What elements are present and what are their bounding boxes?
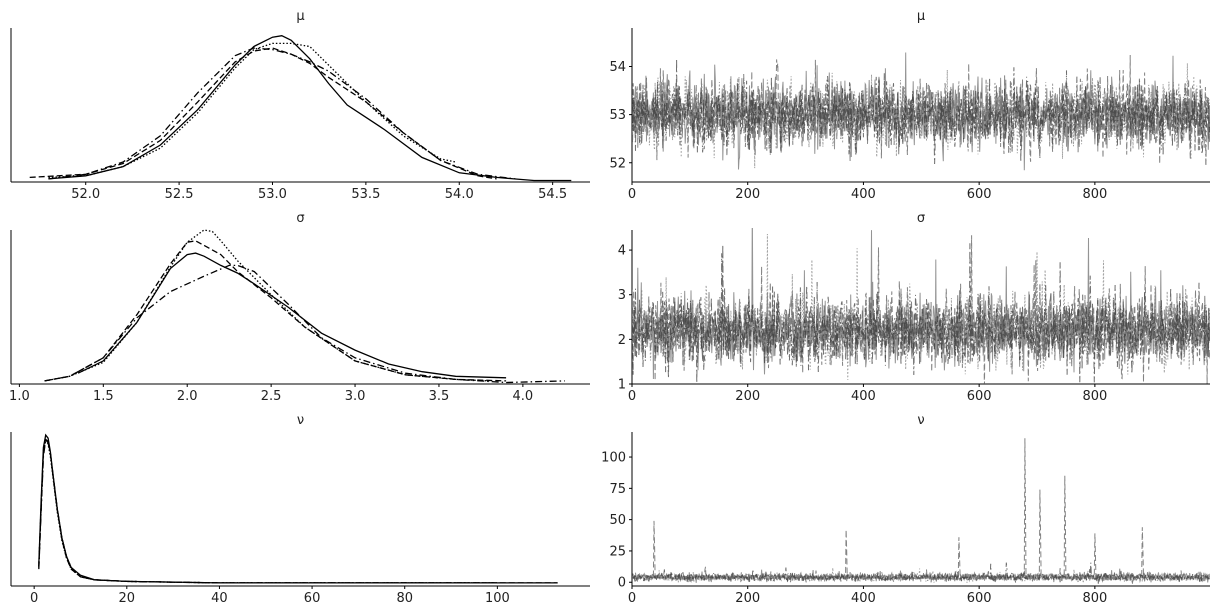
trace-line-chain-3 [632,562,1210,584]
x-tick-label: 0 [628,389,636,404]
x-tick-label: 400 [851,187,876,202]
y-tick-label: 1 [618,378,626,393]
x-tick-label: 600 [967,187,992,202]
y-tick-label: 53 [609,108,626,123]
x-tick-label: 3.0 [345,389,366,404]
x-tick-label: 4.0 [513,389,534,404]
trace-line-chain-2 [632,567,1210,584]
x-tick-label: 200 [735,591,760,606]
x-tick-label: 54.0 [445,187,474,202]
y-tick-label: 50 [609,513,626,528]
density-line-chain-0 [77,252,507,379]
panel-title: μ [917,9,925,24]
x-tick-label: 200 [735,187,760,202]
y-tick-label: 0 [618,576,626,591]
x-tick-label: 54.5 [538,187,567,202]
density-line-chain-3 [38,438,498,584]
density-line-chain-1 [44,240,507,382]
x-tick-label: 60 [304,591,321,606]
x-tick-label: 600 [967,591,992,606]
density-line-chain-2 [44,229,490,382]
trace-line-chain-2 [632,233,1210,380]
x-tick-label: 200 [735,389,760,404]
x-tick-label: 52.0 [71,187,100,202]
y-tick-label: 4 [618,244,626,259]
x-tick-label: 40 [211,591,228,606]
y-tick-label: 100 [601,451,626,466]
x-tick-label: 53.0 [258,187,287,202]
x-tick-label: 600 [967,389,992,404]
x-tick-label: 3.5 [429,389,450,404]
y-tick-label: 3 [618,288,626,303]
x-tick-label: 800 [1082,389,1107,404]
panel-title: σ [296,211,304,226]
x-tick-label: 400 [851,389,876,404]
x-tick-label: 100 [485,591,510,606]
x-tick-label: 20 [119,591,136,606]
panel-density-2: σ 1.0 1.5 2.0 2.5 3.0 3.5 4.0 [9,211,590,404]
y-tick-label: 75 [609,482,626,497]
density-line-chain-3 [48,47,516,180]
x-tick-label: 80 [396,591,413,606]
x-tick-label: 2.0 [177,389,198,404]
trace-line-chain-3 [632,58,1210,165]
panel-density-4: ν 0 20 40 60 80 100 [10,413,590,606]
y-tick-label: 2 [618,333,626,348]
panel-trace-1: μ 0 200 400 600 800 52 53 54 [609,9,1210,202]
y-tick-label: 52 [609,156,626,171]
density-line-chain-2 [48,42,456,179]
y-tick-label: 25 [609,544,626,559]
x-tick-label: 0 [628,187,636,202]
density-line-chain-0 [48,35,572,182]
y-tick-label: 54 [609,60,626,75]
trace-line-chain-1 [632,438,1210,584]
trace-line-chain-3 [632,243,1210,384]
x-tick-label: 800 [1082,591,1107,606]
density-line-chain-2 [38,435,498,584]
x-tick-label: 800 [1082,187,1107,202]
panel-title: ν [917,413,924,428]
density-line-chain-0 [38,433,558,584]
x-tick-label: 1.0 [9,389,30,404]
panel-trace-5: ν 0 200 400 600 800 0 25 50 75 100 [601,413,1210,606]
density-line-chain-3 [44,264,565,384]
x-tick-label: 2.5 [261,389,282,404]
x-tick-label: 400 [851,591,876,606]
density-line-chain-1 [29,47,497,180]
x-tick-label: 52.5 [165,187,194,202]
panel-density-0: μ 52.0 52.5 53.0 53.5 54.0 54.5 [10,9,590,202]
panel-trace-3: σ 0 200 400 600 800 1 2 3 4 [618,211,1210,404]
panel-title: ν [297,413,304,428]
panel-title: μ [296,9,304,24]
x-tick-label: 53.5 [351,187,380,202]
x-tick-label: 1.5 [93,389,114,404]
panel-title: σ [917,211,925,226]
density-line-chain-1 [38,438,558,584]
x-tick-label: 0 [30,591,38,606]
x-tick-label: 0 [628,591,636,606]
